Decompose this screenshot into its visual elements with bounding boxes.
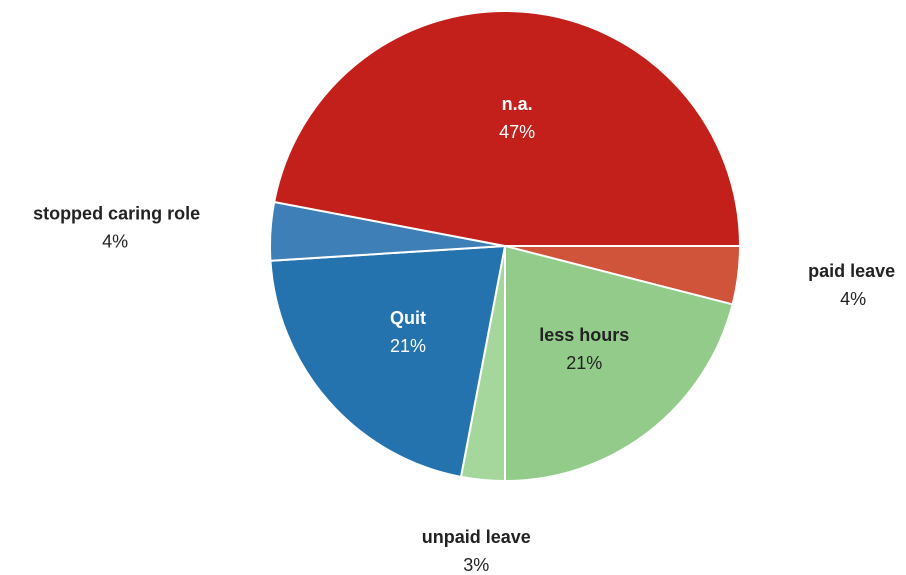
value-label: 4% xyxy=(102,232,128,252)
slice-label: unpaid leave xyxy=(422,527,531,547)
value-label: 3% xyxy=(463,555,489,575)
value-label: 4% xyxy=(840,289,866,309)
slice-label: n.a. xyxy=(502,94,533,114)
pie-slice xyxy=(504,244,734,483)
slice-label: stopped caring role xyxy=(33,204,200,224)
pie-slice xyxy=(269,244,507,479)
value-label: 47% xyxy=(499,122,535,142)
value-label: 21% xyxy=(390,336,426,356)
slice-label: paid leave xyxy=(808,261,895,281)
slice-label: less hours xyxy=(539,325,629,345)
value-label: 21% xyxy=(566,353,602,373)
pie-slice xyxy=(272,10,742,247)
slice-label: Quit xyxy=(390,308,426,328)
